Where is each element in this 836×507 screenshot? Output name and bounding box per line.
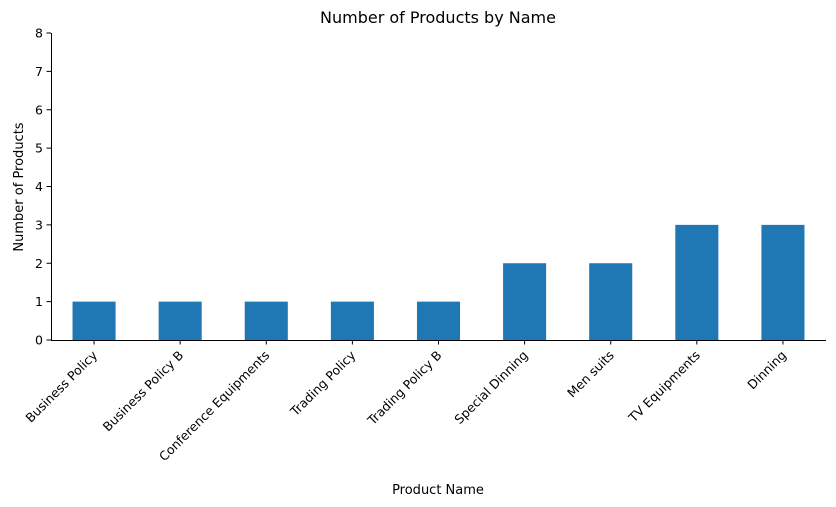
y-tick-label-1: 1 <box>35 294 43 309</box>
x-tick-label-6: Men suits <box>564 348 617 401</box>
y-tick-label-2: 2 <box>35 256 43 271</box>
bar-8 <box>761 224 805 340</box>
bar-5 <box>503 263 547 340</box>
bar-4 <box>416 301 461 340</box>
x-tick-label-3: Trading Policy <box>287 347 359 419</box>
y-tick-label-4: 4 <box>35 179 43 194</box>
y-tick-label-0: 0 <box>35 333 43 348</box>
bar-6 <box>589 263 633 340</box>
x-tick-label-0: Business Policy <box>22 347 100 425</box>
x-axis-ticks: Business Policy Business Policy BConferen… <box>22 340 789 464</box>
y-tick-label-8: 8 <box>35 26 43 41</box>
y-axis-ticks: 0 1 2 3 4 5 6 7 8 <box>35 26 51 348</box>
bar-2 <box>244 301 288 340</box>
x-axis-label: Product Name <box>392 483 484 498</box>
y-tick-label-3: 3 <box>35 217 43 232</box>
bar-0 <box>72 301 116 340</box>
bar-7 <box>675 224 719 340</box>
x-tick-label-7: TV Equipments <box>625 348 703 426</box>
x-tick-label-8: Dinning <box>744 348 789 393</box>
y-tick-label-7: 7 <box>35 64 43 79</box>
x-tick-label-4: Trading Policy B <box>364 348 445 429</box>
chart-title: Number of Products by Name <box>320 8 556 27</box>
y-tick-label-5: 5 <box>35 141 43 156</box>
y-tick-label-6: 6 <box>35 102 43 117</box>
bars-group <box>72 224 805 340</box>
x-tick-label-5: Special Dinning <box>451 348 530 427</box>
x-tick-label-1: Business Policy B <box>100 348 187 435</box>
bar-1 <box>158 301 202 340</box>
y-axis-label: Number of Products <box>12 122 27 251</box>
bar-3 <box>330 301 374 340</box>
